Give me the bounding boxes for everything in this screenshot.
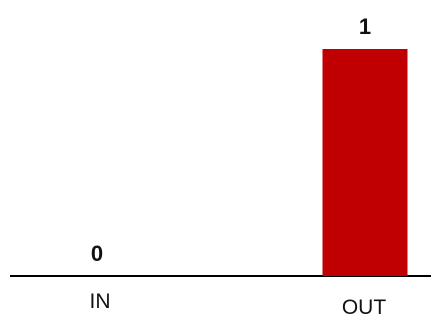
data-label-in: 0 [91,241,103,266]
data-label-out: 1 [359,14,371,39]
bar-out [322,49,408,276]
x-tick-labels-group: IN OUT [90,290,387,319]
bars-group [322,49,408,276]
x-tick-label-in: IN [90,290,111,313]
data-labels-group: 01 [91,14,371,266]
x-tick-label-out: OUT [342,296,387,319]
